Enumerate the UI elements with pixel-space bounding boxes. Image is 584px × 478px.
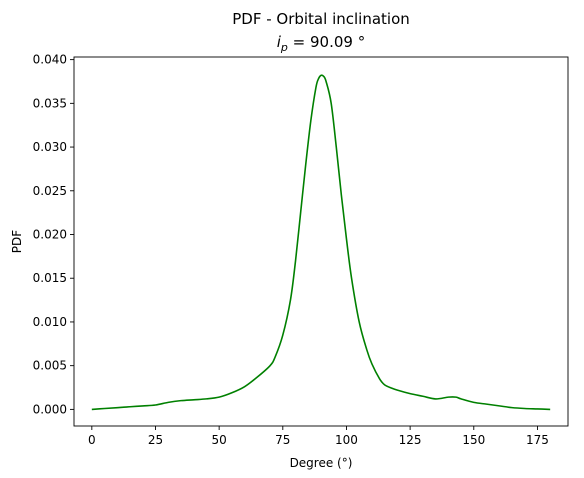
y-tick-label: 0.030 (33, 140, 67, 154)
y-tick-label: 0.010 (33, 315, 67, 329)
y-axis-ticks: 0.000 0.005 0.010 0.015 0.020 0.025 0.030 0.035… (33, 53, 74, 416)
x-tick-label: 0 (88, 433, 96, 447)
y-tick-label: 0.025 (33, 184, 67, 198)
series-line-pdf (91, 74, 551, 411)
x-tick-label: 100 (335, 433, 358, 447)
x-tick-label: 125 (399, 433, 422, 447)
y-axis-label: PDF (10, 230, 24, 253)
x-axis-ticks: 0 25 50 75 100 125 150 175 (88, 426, 549, 447)
x-tick-label: 50 (212, 433, 227, 447)
y-tick-label: 0.015 (33, 271, 67, 285)
y-tick-label: 0.040 (33, 53, 67, 67)
chart-title: PDF - Orbital inclination (232, 10, 410, 28)
x-axis-label: Degree (°) (290, 456, 353, 470)
axes-frame (73, 56, 569, 427)
data-layer (91, 74, 551, 411)
subtitle-subscript: p (280, 41, 288, 54)
subtitle-symbol: i (277, 33, 282, 51)
y-tick-label: 0.035 (33, 96, 67, 110)
x-tick-label: 175 (526, 433, 549, 447)
y-tick-label: 0.005 (33, 359, 67, 373)
y-tick-label: 0.020 (33, 228, 67, 242)
x-tick-label: 75 (275, 433, 290, 447)
x-tick-label: 25 (148, 433, 163, 447)
chart-subtitle: ip = 90.09 ° (277, 33, 365, 54)
subtitle-value: = 90.09 ° (288, 33, 365, 51)
x-tick-label: 150 (462, 433, 485, 447)
y-tick-label: 0.000 (33, 402, 67, 416)
